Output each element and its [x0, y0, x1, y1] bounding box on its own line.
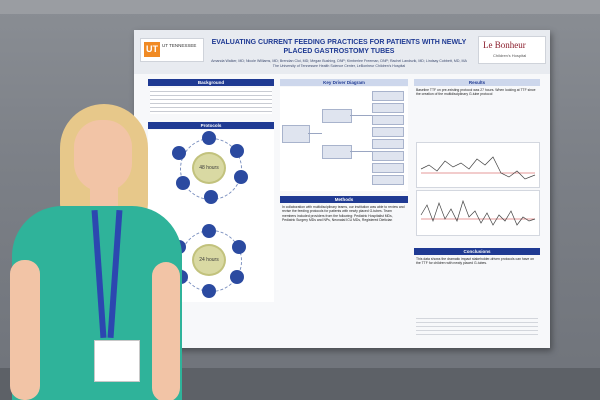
- protocol-step: [172, 146, 186, 160]
- lebonheur-logo: Le Bonheur Children's Hospital: [478, 36, 546, 64]
- kd-primary-box: [322, 145, 352, 159]
- kd-aim-box: [282, 125, 310, 143]
- protocols-diagram: 48 hours 24 hours: [148, 130, 274, 302]
- poster-title: EVALUATING CURRENT FEEDING PRACTICES FOR…: [211, 39, 467, 55]
- kd-connector: [350, 151, 372, 152]
- wall-trim: [0, 0, 600, 14]
- ut-logo-mark: UT: [144, 42, 160, 57]
- affiliation: The University of Tennessee Health Scien…: [272, 63, 406, 68]
- protocol-step: [230, 270, 244, 284]
- key-driver-header: Key Driver Diagram: [280, 79, 408, 86]
- protocols-header: Protocols: [148, 122, 274, 129]
- kd-connector: [308, 133, 322, 134]
- presenter-left-arm: [10, 260, 40, 400]
- chart-series-line: [420, 199, 536, 226]
- poster-authors: Amanda Walker, MD; Nicole Williams, MD; …: [194, 59, 484, 68]
- references-text: [416, 315, 538, 337]
- protocol-step: [204, 190, 218, 204]
- ut-logo-text: UT TENNESSEE: [162, 43, 197, 48]
- lebonheur-sub: Children's Hospital: [493, 53, 527, 58]
- run-chart-2-svg: [420, 199, 536, 226]
- conclusions-header: Conclusions: [414, 248, 540, 255]
- protocol-center-48: 48 hours: [192, 152, 226, 184]
- methods-header: Methods: [280, 196, 408, 203]
- background-header: Background: [148, 79, 274, 86]
- name-badge: [94, 340, 140, 382]
- research-poster: UT UT TENNESSEE EVALUATING CURRENT FEEDI…: [134, 30, 550, 348]
- kd-secondary-box: [372, 151, 404, 161]
- protocol-center-24: 24 hours: [192, 244, 226, 276]
- kd-secondary-box: [372, 103, 404, 113]
- chart-series-line: [420, 156, 536, 180]
- results-header: Results: [414, 79, 540, 86]
- methods-text: In collaboration with multidisciplinary …: [282, 205, 405, 222]
- protocol-step: [230, 144, 244, 158]
- kd-secondary-box: [372, 127, 404, 137]
- protocol-step: [234, 170, 248, 184]
- key-driver-diagram: [280, 87, 408, 191]
- lebonheur-name: Le Bonheur: [483, 40, 526, 50]
- protocol-step: [176, 176, 190, 190]
- results-run-chart-2: [416, 190, 540, 236]
- ut-logo: UT UT TENNESSEE: [140, 38, 204, 62]
- author-list: Amanda Walker, MD; Nicole Williams, MD; …: [211, 59, 467, 63]
- kd-secondary-box: [372, 91, 404, 101]
- kd-connector: [350, 115, 372, 116]
- protocol-step: [202, 224, 216, 238]
- run-chart-1-svg: [420, 156, 536, 180]
- conclusions-text: This data shows the dramatic impact stak…: [416, 257, 534, 266]
- results-run-chart-1: [416, 142, 540, 188]
- results-text: Baseline TTF on pre-existing protocol wa…: [416, 88, 536, 97]
- kd-secondary-box: [372, 115, 404, 125]
- kd-primary-box: [322, 109, 352, 123]
- presenter-face: [74, 120, 132, 192]
- kd-secondary-box: [372, 163, 404, 173]
- protocol-step: [232, 240, 246, 254]
- kd-secondary-box: [372, 175, 404, 185]
- kd-secondary-box: [372, 139, 404, 149]
- protocol-step: [202, 131, 216, 145]
- background-text: [150, 88, 272, 114]
- poster-banner: UT UT TENNESSEE EVALUATING CURRENT FEEDI…: [134, 30, 550, 74]
- presenter-right-arm: [152, 262, 180, 400]
- protocol-step: [202, 284, 216, 298]
